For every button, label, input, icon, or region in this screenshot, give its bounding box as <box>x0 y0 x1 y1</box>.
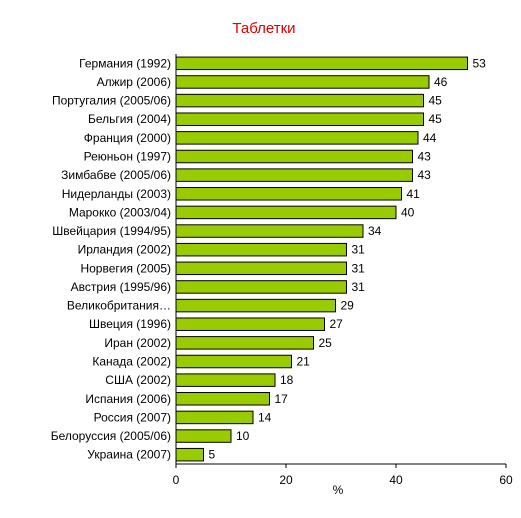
bar <box>175 261 347 276</box>
value-label: 45 <box>429 94 443 108</box>
value-label: 5 <box>209 448 216 462</box>
bar <box>175 224 364 238</box>
bar <box>175 93 424 108</box>
bar <box>175 373 276 387</box>
value-label: 14 <box>258 410 272 424</box>
category-label: Швеция (1996) <box>89 317 171 331</box>
x-axis-label: % <box>333 483 344 497</box>
category-label: Канада (2002) <box>92 355 171 369</box>
category-labels: Германия (1992) Алжир (2006) Португалия (2… <box>51 56 171 461</box>
bar <box>175 205 397 220</box>
value-label: 41 <box>407 187 421 201</box>
value-label: 31 <box>352 280 366 294</box>
category-label: Австрия (1995/96) <box>71 280 171 294</box>
category-label: Белоруссия (2005/06) <box>51 429 171 443</box>
bars-group <box>175 56 468 462</box>
bar <box>175 298 336 313</box>
category-label: Ирландия (2002) <box>78 243 171 257</box>
category-label: Испания (2006) <box>85 392 171 406</box>
category-label: Иран (2002) <box>104 336 171 350</box>
bar <box>175 168 413 182</box>
bar <box>175 75 430 89</box>
value-label: 25 <box>319 336 333 350</box>
x-tick-label: 40 <box>389 473 403 487</box>
category-label: Норвегия (2005) <box>80 261 171 275</box>
bar <box>175 149 413 164</box>
bar <box>175 131 419 145</box>
category-label: США (2002) <box>105 373 171 387</box>
category-label: Россия (2007) <box>94 410 171 424</box>
bar <box>175 280 347 294</box>
category-label: Бельгия (2004) <box>88 112 171 126</box>
x-axis-ticks: 0 20 40 60 <box>173 464 513 487</box>
category-label: Зимбабве (2005/06) <box>61 168 171 182</box>
value-label: 18 <box>280 373 294 387</box>
bar <box>175 447 204 462</box>
x-tick-label: 60 <box>499 473 513 487</box>
category-label: Швейцария (1994/95) <box>52 224 171 238</box>
bar <box>175 187 402 201</box>
value-label: 43 <box>418 168 432 182</box>
bar <box>175 317 325 331</box>
value-label: 31 <box>352 243 366 257</box>
value-label: 40 <box>401 205 415 219</box>
bar <box>175 112 424 126</box>
value-label: 34 <box>368 224 382 238</box>
value-label: 45 <box>429 112 443 126</box>
x-tick-label: 20 <box>279 473 293 487</box>
category-label: Португалия (2005/06) <box>52 94 171 108</box>
x-tick-label: 0 <box>173 473 180 487</box>
bar <box>175 242 347 257</box>
value-label: 29 <box>341 299 355 313</box>
bar <box>175 429 232 443</box>
category-label: Украина (2007) <box>87 448 171 462</box>
bar <box>175 410 254 425</box>
category-label: Франция (2000) <box>84 131 171 145</box>
value-label: 44 <box>423 131 437 145</box>
category-label: Алжир (2006) <box>97 75 171 89</box>
bar <box>175 392 270 406</box>
bar <box>175 354 292 369</box>
category-label: Нидерланды (2003) <box>62 187 171 201</box>
value-label: 27 <box>330 317 344 331</box>
category-label: Марокко (2003/04) <box>69 205 171 219</box>
value-label: 17 <box>275 392 289 406</box>
value-label: 43 <box>418 150 432 164</box>
value-label: 21 <box>297 355 311 369</box>
bar <box>175 336 314 350</box>
category-label: Великобритания… <box>67 299 171 313</box>
chart-title: Таблетки <box>232 20 295 37</box>
category-label: Реюньон (1997) <box>84 150 171 164</box>
value-label: 31 <box>352 261 366 275</box>
value-label: 46 <box>434 75 448 89</box>
value-label: 53 <box>473 56 487 70</box>
bar <box>175 56 468 71</box>
category-label: Германия (1992) <box>79 56 171 70</box>
value-label: 10 <box>236 429 250 443</box>
value-labels: 5346454544434341403431313129272521181714… <box>209 56 487 461</box>
